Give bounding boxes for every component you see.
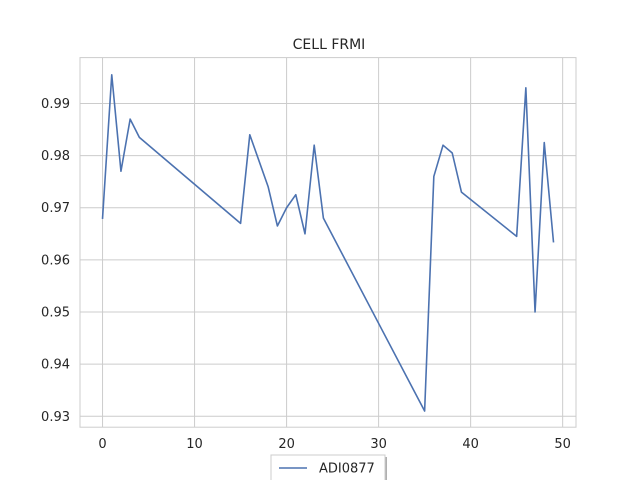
- x-tick-label: 50: [554, 437, 571, 452]
- y-tick-label: 0.94: [41, 358, 70, 373]
- x-axis-ticks: 0 10 20 30 40 50: [98, 437, 571, 452]
- series-line: [101, 74, 555, 412]
- y-axis-ticks: 0.93 0.94 0.95 0.96 0.97 0.98 0.99: [41, 97, 70, 425]
- y-tick-label: 0.93: [41, 410, 70, 425]
- x-tick-label: 30: [370, 437, 387, 452]
- chart-title: CELL FRMI: [293, 37, 366, 53]
- x-tick-label: 20: [278, 437, 295, 452]
- y-tick-label: 0.98: [41, 149, 70, 164]
- y-tick-label: 0.96: [41, 253, 70, 268]
- grid-lines: [80, 57, 576, 428]
- x-tick-label: 10: [186, 437, 203, 452]
- y-tick-label: 0.97: [41, 201, 70, 216]
- x-tick-label: 0: [98, 437, 106, 452]
- plot-frame: [79, 57, 577, 428]
- x-tick-label: 40: [462, 437, 479, 452]
- y-tick-label: 0.99: [41, 97, 70, 112]
- legend-label: ADI0877: [319, 462, 375, 477]
- series-lines: [101, 74, 555, 412]
- legend: ADI0877: [270, 454, 387, 480]
- y-tick-label: 0.95: [41, 305, 70, 320]
